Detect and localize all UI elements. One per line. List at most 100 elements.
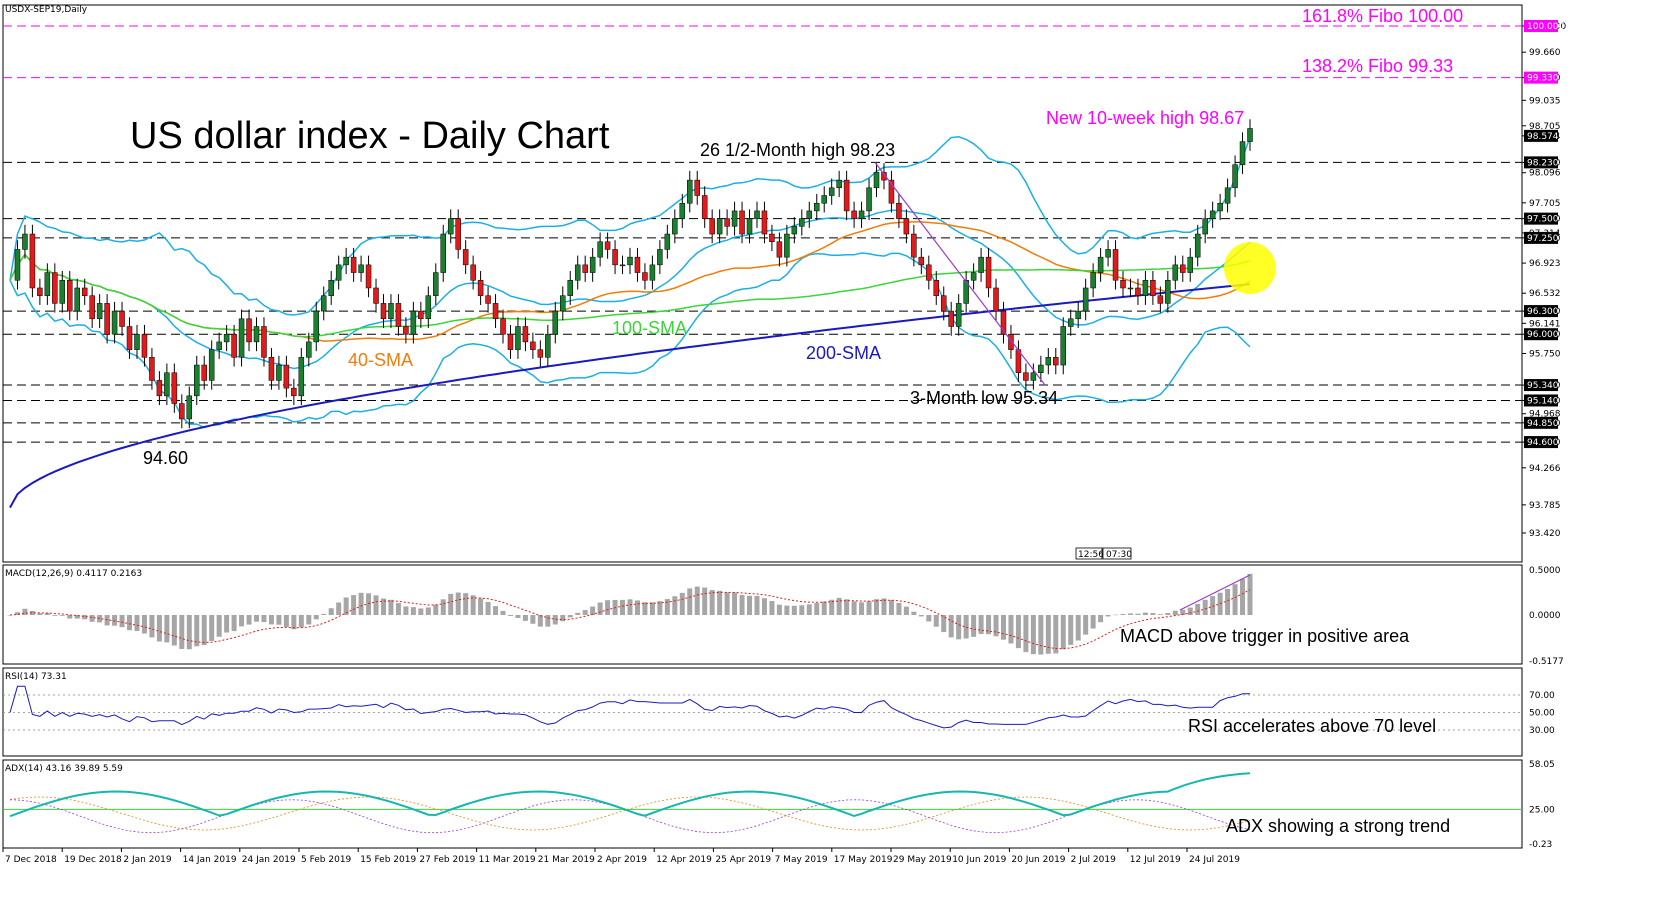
- candle-body: [530, 341, 536, 350]
- macd-bar: [657, 601, 663, 615]
- macd-bar: [82, 615, 88, 620]
- candle-body: [821, 195, 827, 204]
- macd-bar: [380, 598, 386, 615]
- macd-bar: [44, 613, 50, 615]
- macd-bar: [1113, 614, 1119, 616]
- macd-bar: [844, 599, 850, 615]
- price-box: [1524, 129, 1558, 142]
- x-tick-label: 24 Jul 2019: [1189, 855, 1240, 865]
- candle-body: [858, 210, 865, 219]
- macd-bar: [1075, 615, 1081, 641]
- candle-body: [813, 202, 820, 212]
- macd-header: MACD(12,26,9) 0.4117 0.2163: [5, 569, 142, 579]
- x-tick-label: 20 Jun 2019: [1011, 855, 1065, 865]
- macd-bar: [806, 604, 812, 615]
- fibo-label-99: 138.2% Fibo 99.33: [1302, 56, 1453, 76]
- macd-bar: [971, 615, 977, 637]
- candle-body: [574, 264, 581, 281]
- macd-bar: [1247, 573, 1253, 615]
- macd-bar: [37, 613, 43, 615]
- adx-plus-di: [9, 796, 1251, 831]
- candle-body: [223, 333, 230, 343]
- macd-bar: [1165, 613, 1171, 615]
- candle-body: [59, 280, 66, 304]
- macd-bar: [231, 615, 237, 632]
- price-box: [1524, 328, 1558, 341]
- macd-bar: [298, 615, 304, 628]
- macd-annotation: MACD above trigger in positive area: [1120, 626, 1410, 646]
- macd-bar: [702, 587, 708, 615]
- macd-bar: [522, 615, 528, 621]
- macd-bar: [1023, 615, 1029, 653]
- candle-body: [1090, 272, 1096, 289]
- candle-body: [687, 179, 693, 204]
- candle-body: [313, 310, 320, 343]
- adx-y-tick-label: -0.23: [1529, 840, 1552, 850]
- macd-bar: [1060, 615, 1066, 650]
- x-tick-label: 12 Jul 2019: [1130, 855, 1181, 865]
- candle-body: [14, 249, 21, 281]
- candle-body: [149, 357, 155, 381]
- candle-body: [955, 303, 962, 327]
- macd-bar: [463, 593, 469, 615]
- candle-body: [89, 295, 95, 320]
- symbol-header: USDX-SEP19,Daily: [5, 5, 88, 15]
- macd-bar: [388, 599, 394, 615]
- y-tick-label: 98.096: [1529, 169, 1561, 179]
- candle-body: [1224, 187, 1231, 204]
- pane-frame-macd: [2, 564, 1523, 665]
- macd-bar: [485, 601, 491, 615]
- macd-bar: [986, 615, 992, 635]
- macd-bar: [1105, 615, 1111, 617]
- macd-bar: [216, 615, 222, 637]
- candle-body: [276, 364, 282, 381]
- macd-y-tick-label: 0.5000: [1529, 566, 1561, 576]
- macd-bar: [149, 615, 155, 638]
- candle-body: [500, 318, 506, 335]
- candle-body: [806, 210, 813, 219]
- macd-bar: [784, 605, 790, 615]
- macd-bar: [478, 598, 484, 615]
- pane-frame-adx: [2, 759, 1523, 849]
- candle-body: [679, 202, 686, 219]
- macd-bar: [575, 612, 581, 615]
- macd-bar: [724, 592, 730, 615]
- candle-body: [784, 233, 790, 258]
- macd-bar: [1120, 613, 1126, 615]
- candle-body: [201, 364, 207, 381]
- candle-body: [418, 310, 424, 320]
- candle-body: [918, 256, 925, 266]
- candle-body: [739, 210, 745, 235]
- macd-bar: [552, 615, 558, 625]
- candle-body: [933, 280, 940, 296]
- macd-bar: [164, 615, 170, 643]
- candle-body: [485, 295, 491, 304]
- macd-bar: [507, 615, 513, 617]
- candle-body: [74, 287, 80, 312]
- macd-bar: [254, 615, 260, 622]
- candle-body: [238, 318, 245, 358]
- macd-bar: [776, 604, 782, 615]
- candle-body: [440, 233, 447, 273]
- candle-body: [350, 256, 357, 273]
- pane-frame-rsi: [2, 667, 1523, 757]
- candle-body: [492, 303, 499, 320]
- macd-bar: [373, 595, 379, 615]
- candle-body: [410, 310, 417, 335]
- macd-bar: [1045, 615, 1051, 654]
- macd-bar: [829, 599, 835, 615]
- candle-body: [836, 179, 842, 189]
- candle-body: [193, 364, 200, 397]
- candle-body: [597, 241, 603, 258]
- sma100-line: [9, 253, 1251, 338]
- macd-bar: [97, 615, 103, 623]
- adx-minus-di: [9, 799, 1251, 834]
- macd-bar: [956, 615, 962, 640]
- macd-bar: [709, 589, 715, 615]
- y-tick-label: 93.420: [1529, 529, 1561, 539]
- label-new-high: New 10-week high 98.67: [1046, 108, 1244, 128]
- macd-bar: [1053, 615, 1059, 654]
- macd-bar: [679, 592, 685, 615]
- candle-body: [985, 256, 992, 289]
